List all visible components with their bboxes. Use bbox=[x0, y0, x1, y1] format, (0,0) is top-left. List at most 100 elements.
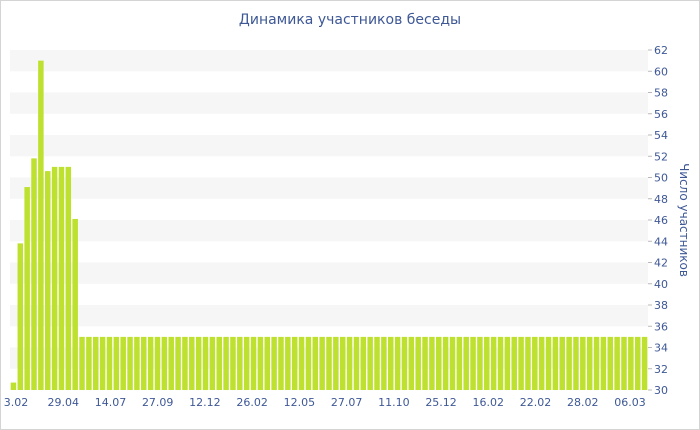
bar[interactable] bbox=[319, 336, 325, 391]
bar[interactable] bbox=[353, 336, 360, 391]
bar[interactable] bbox=[333, 336, 339, 391]
bar[interactable] bbox=[374, 336, 380, 391]
bar[interactable] bbox=[456, 336, 463, 391]
bar[interactable] bbox=[580, 336, 586, 391]
bar[interactable] bbox=[38, 60, 44, 391]
bar[interactable] bbox=[10, 382, 17, 390]
bar[interactable] bbox=[24, 187, 30, 390]
bar[interactable] bbox=[463, 336, 469, 391]
bar[interactable] bbox=[99, 336, 106, 391]
bar[interactable] bbox=[58, 166, 65, 391]
bar[interactable] bbox=[401, 336, 408, 391]
bar[interactable] bbox=[168, 336, 174, 391]
bar[interactable] bbox=[532, 336, 538, 391]
bar[interactable] bbox=[641, 336, 648, 391]
bar[interactable] bbox=[484, 336, 490, 391]
bar[interactable] bbox=[381, 336, 387, 391]
bar[interactable] bbox=[394, 336, 401, 391]
bar[interactable] bbox=[264, 336, 270, 391]
bar[interactable] bbox=[271, 336, 277, 391]
bar[interactable] bbox=[490, 336, 497, 391]
bar[interactable] bbox=[628, 336, 634, 391]
bar[interactable] bbox=[525, 336, 531, 391]
bar[interactable] bbox=[436, 336, 442, 391]
bar[interactable] bbox=[285, 336, 291, 391]
bar[interactable] bbox=[621, 336, 627, 391]
bar[interactable] bbox=[134, 336, 140, 391]
bar[interactable] bbox=[209, 336, 216, 391]
bar[interactable] bbox=[86, 336, 92, 391]
bar[interactable] bbox=[504, 336, 511, 391]
bar[interactable] bbox=[518, 336, 524, 391]
bar[interactable] bbox=[477, 336, 483, 391]
bar[interactable] bbox=[634, 336, 641, 391]
bar[interactable] bbox=[182, 336, 188, 391]
bar[interactable] bbox=[573, 336, 579, 391]
bar[interactable] bbox=[538, 336, 545, 391]
bar[interactable] bbox=[257, 336, 264, 391]
bar[interactable] bbox=[298, 336, 305, 391]
bar[interactable] bbox=[127, 336, 133, 391]
bar[interactable] bbox=[161, 336, 168, 391]
bar[interactable] bbox=[442, 336, 449, 391]
y-tick-label: 40 bbox=[654, 278, 668, 291]
bar[interactable] bbox=[607, 336, 614, 391]
bar[interactable] bbox=[346, 336, 353, 391]
bar[interactable] bbox=[360, 336, 367, 391]
bar[interactable] bbox=[250, 336, 257, 391]
bar[interactable] bbox=[511, 336, 517, 391]
bar[interactable] bbox=[237, 336, 243, 391]
bar[interactable] bbox=[243, 336, 250, 391]
bar[interactable] bbox=[586, 336, 593, 391]
bar[interactable] bbox=[388, 336, 394, 391]
bar[interactable] bbox=[545, 336, 552, 391]
bar[interactable] bbox=[216, 336, 222, 391]
bar[interactable] bbox=[189, 336, 195, 391]
y-tick-label: 30 bbox=[654, 384, 668, 397]
bar[interactable] bbox=[106, 336, 113, 391]
bar[interactable] bbox=[559, 336, 565, 391]
bar[interactable] bbox=[422, 336, 428, 391]
bar[interactable] bbox=[552, 336, 559, 391]
bar[interactable] bbox=[51, 166, 58, 391]
bar[interactable] bbox=[593, 336, 600, 391]
bar[interactable] bbox=[147, 336, 154, 391]
bar[interactable] bbox=[408, 336, 415, 391]
bar[interactable] bbox=[31, 158, 37, 390]
bar[interactable] bbox=[497, 336, 504, 391]
bar[interactable] bbox=[120, 336, 126, 391]
bar[interactable] bbox=[154, 336, 161, 391]
bar[interactable] bbox=[72, 218, 78, 390]
bar[interactable] bbox=[141, 336, 147, 391]
x-tick-label: 25.12 bbox=[425, 396, 457, 409]
bar[interactable] bbox=[326, 336, 332, 391]
x-tick-label: 12.05 bbox=[284, 396, 316, 409]
bar[interactable] bbox=[79, 336, 85, 391]
bar[interactable] bbox=[449, 336, 456, 391]
bar[interactable] bbox=[175, 336, 181, 391]
grid-band bbox=[10, 177, 648, 199]
bar[interactable] bbox=[17, 243, 24, 390]
bar[interactable] bbox=[278, 336, 284, 391]
bar[interactable] bbox=[65, 166, 72, 391]
y-tick-label: 34 bbox=[654, 342, 668, 355]
bar[interactable] bbox=[291, 336, 298, 391]
bar[interactable] bbox=[566, 336, 572, 391]
bar[interactable] bbox=[614, 336, 620, 391]
bar[interactable] bbox=[312, 336, 319, 391]
bar[interactable] bbox=[93, 336, 99, 391]
bar[interactable] bbox=[429, 336, 435, 391]
bar[interactable] bbox=[600, 336, 607, 391]
bar[interactable] bbox=[339, 336, 346, 391]
bar[interactable] bbox=[195, 336, 202, 391]
bar[interactable] bbox=[202, 336, 209, 391]
bar[interactable] bbox=[415, 336, 421, 391]
bar[interactable] bbox=[470, 336, 476, 391]
bar[interactable] bbox=[113, 336, 120, 391]
bar[interactable] bbox=[230, 336, 236, 391]
bar[interactable] bbox=[44, 171, 51, 390]
bar[interactable] bbox=[223, 336, 229, 391]
bar[interactable] bbox=[305, 336, 312, 391]
bar[interactable] bbox=[367, 336, 373, 391]
